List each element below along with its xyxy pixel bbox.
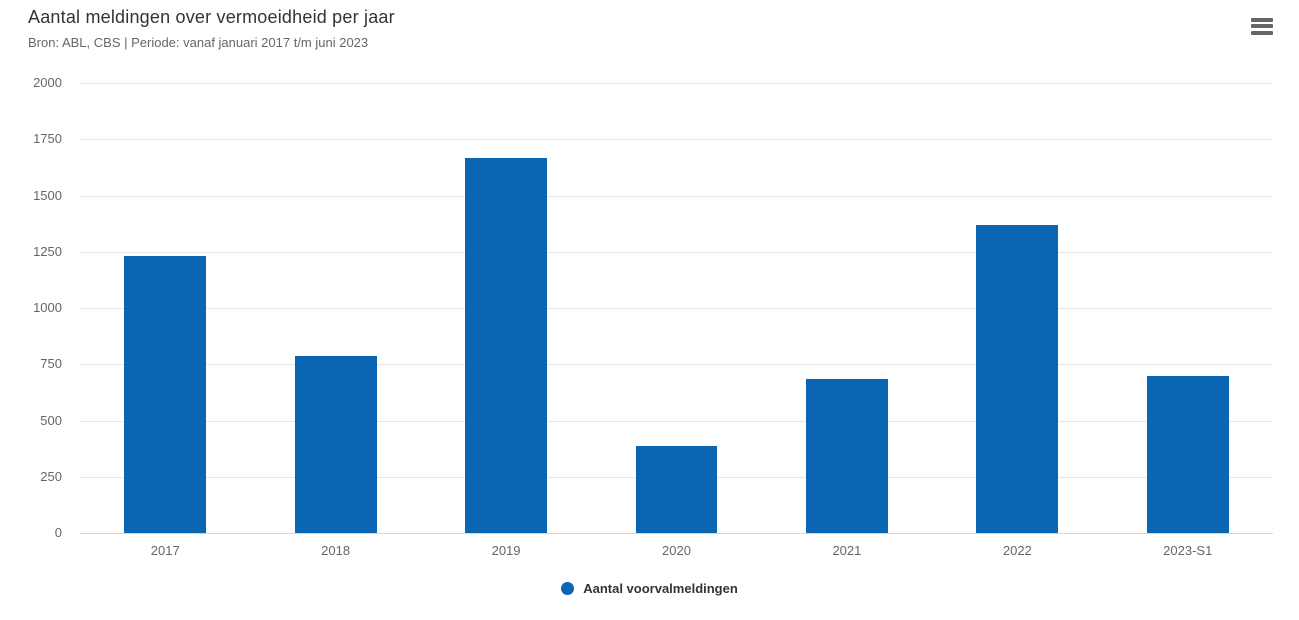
x-axis-label-2022: 2022 (1002, 543, 1032, 558)
y-axis-label-2000: 2000 (33, 75, 62, 90)
chart-subtitle: Bron: ABL, CBS | Periode: vanaf januari … (28, 35, 369, 50)
x-axis-label-2020: 2020 (662, 543, 691, 558)
bar-2020[interactable] (635, 446, 718, 533)
legend-item[interactable]: Aantal voorvalmeldingen (561, 581, 738, 596)
bar-2017[interactable] (124, 256, 207, 533)
y-axis-label-0: 0 (54, 525, 62, 540)
bar-2018[interactable] (294, 356, 377, 533)
x-axis-labels: 2017 2018 2019 2020 2021 2022 2023-S1 (80, 543, 1273, 558)
y-axis-label-1750: 1750 (33, 131, 62, 147)
y-axis-label-1500: 1500 (33, 187, 62, 203)
category-slot-2022 (932, 83, 1102, 533)
gridline-1500 (80, 195, 1273, 197)
gridline-500 (80, 420, 1273, 422)
hamburger-menu-icon (1251, 17, 1273, 35)
y-axis-label-500: 500 (40, 412, 62, 428)
y-axis-label-1250: 1250 (33, 243, 62, 259)
gridline-1250 (80, 251, 1273, 253)
legend-label: Aantal voorvalmeldingen (583, 581, 738, 596)
chart-title: Aantal meldingen over vermoeidheid per j… (28, 7, 395, 27)
bars-layer (80, 83, 1273, 533)
x-axis-label-2017: 2017 (150, 543, 180, 558)
category-slot-2017 (80, 83, 250, 533)
gridline-1750 (80, 139, 1273, 141)
category-slot-2021 (762, 83, 932, 533)
y-axis-label-750: 750 (40, 356, 62, 372)
category-slot-2020 (591, 83, 761, 533)
x-axis-label-2019: 2019 (491, 543, 521, 558)
plot-area (80, 83, 1273, 534)
bar-2023-S1[interactable] (1146, 375, 1229, 533)
gridline-750 (80, 364, 1273, 366)
x-axis-label-2018: 2018 (321, 543, 351, 558)
category-slot-2018 (250, 83, 420, 533)
gridline-2000 (80, 83, 1273, 84)
bar-2021[interactable] (806, 378, 888, 533)
y-axis-labels: 0 250 500 750 1000 1250 1500 1750 2000 (0, 75, 62, 540)
y-axis-label-1000: 1000 (33, 300, 62, 315)
legend-marker-icon (561, 582, 575, 595)
legend: Aantal voorvalmeldingen (0, 581, 1299, 596)
gridline-1000 (80, 308, 1273, 309)
bar-2022[interactable] (976, 224, 1059, 533)
category-slot-2019 (421, 83, 591, 533)
bar-2019[interactable] (465, 158, 547, 533)
y-axis-label-250: 250 (40, 468, 62, 484)
category-slot-2023-S1 (1103, 83, 1273, 533)
chart-context-menu-button[interactable] (1247, 12, 1277, 38)
x-axis-label-2021: 2021 (832, 543, 862, 558)
x-axis-label-2023-S1: 2023-S1 (1163, 543, 1213, 558)
